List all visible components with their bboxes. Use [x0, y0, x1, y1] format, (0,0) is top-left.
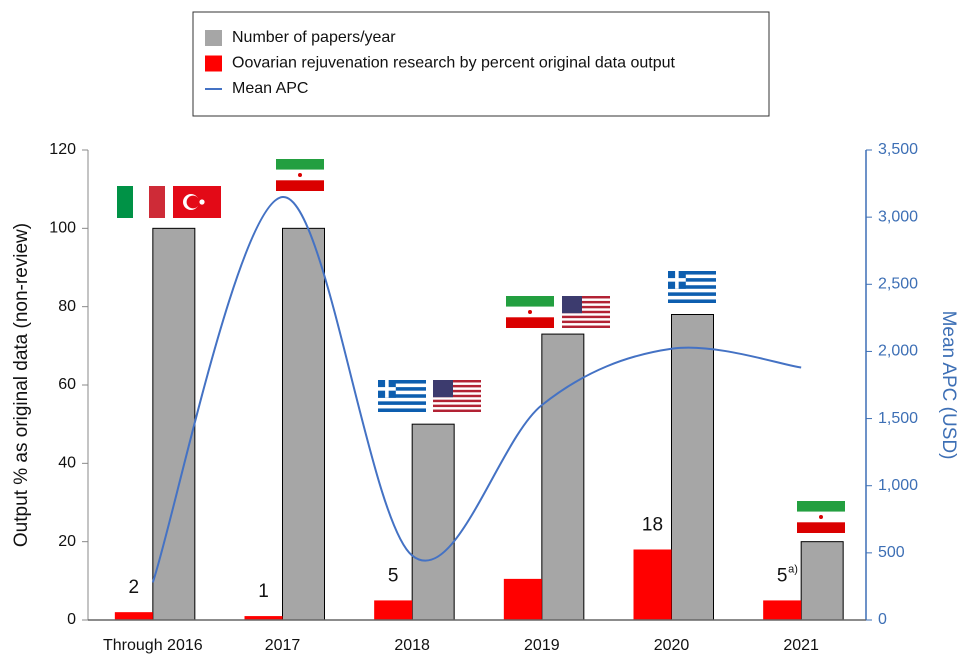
legend-label: Mean APC [232, 80, 308, 97]
bar [374, 600, 413, 620]
y2-tick-label: 1,000 [878, 477, 918, 494]
bar [411, 423, 455, 621]
bar [633, 549, 672, 620]
x-tick-label: 2021 [783, 637, 819, 654]
x-tick-label: 2018 [394, 637, 430, 654]
bar [671, 314, 714, 621]
y2-tick-label: 0 [878, 611, 887, 628]
flags [117, 159, 845, 533]
bar [114, 612, 153, 620]
legend-label: Number of papers/year [232, 29, 396, 46]
x-tick-label: 2020 [654, 637, 690, 654]
value-label: 1 [258, 581, 269, 602]
bar [763, 600, 802, 620]
legend-label: Oovarian rejuvenation research by percen… [232, 55, 675, 72]
y2-tick-label: 500 [878, 544, 905, 561]
legend-swatch [205, 30, 222, 46]
y2-tick-label: 2,000 [878, 343, 918, 360]
x-tick-label: 2019 [524, 637, 560, 654]
y2-tick-label: 1,500 [878, 410, 918, 427]
legend-swatch [205, 55, 222, 72]
y-axis-label: Output % as original data (non-review) [11, 223, 32, 547]
bar [244, 616, 283, 620]
y-tick-label: 60 [58, 376, 76, 393]
value-label: 5 [388, 565, 399, 586]
bar [800, 541, 844, 621]
y-tick-label: 100 [49, 220, 76, 237]
y2-tick-label: 3,500 [878, 141, 918, 158]
bar [503, 578, 542, 620]
bar [282, 227, 325, 621]
y-tick-label: 40 [58, 455, 76, 472]
y-tick-label: 120 [49, 141, 76, 158]
value-label: 5 [777, 565, 788, 586]
footnote-mark: a) [788, 563, 798, 575]
apc-line [151, 195, 802, 583]
y-tick-label: 80 [58, 298, 76, 315]
y2-tick-label: 2,500 [878, 276, 918, 293]
y-tick-label: 20 [58, 533, 76, 550]
x-tick-label: 2017 [265, 637, 301, 654]
y2-tick-label: 3,000 [878, 208, 918, 225]
y-tick-label: 0 [67, 611, 76, 628]
y2-axis-label: Mean APC (USD) [938, 311, 959, 460]
legend-box [192, 11, 770, 117]
x-tick-label: Through 2016 [103, 637, 203, 654]
value-label: 2 [129, 577, 140, 598]
bar [541, 333, 585, 621]
value-label: 18 [642, 515, 663, 536]
